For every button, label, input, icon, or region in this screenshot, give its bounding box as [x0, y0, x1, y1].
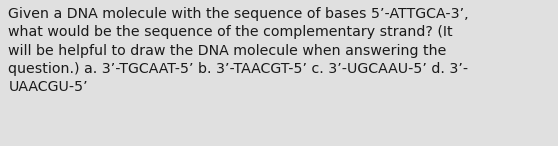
Text: Given a DNA molecule with the sequence of bases 5’-ATTGCA-3’,
what would be the : Given a DNA molecule with the sequence o…: [8, 7, 469, 94]
